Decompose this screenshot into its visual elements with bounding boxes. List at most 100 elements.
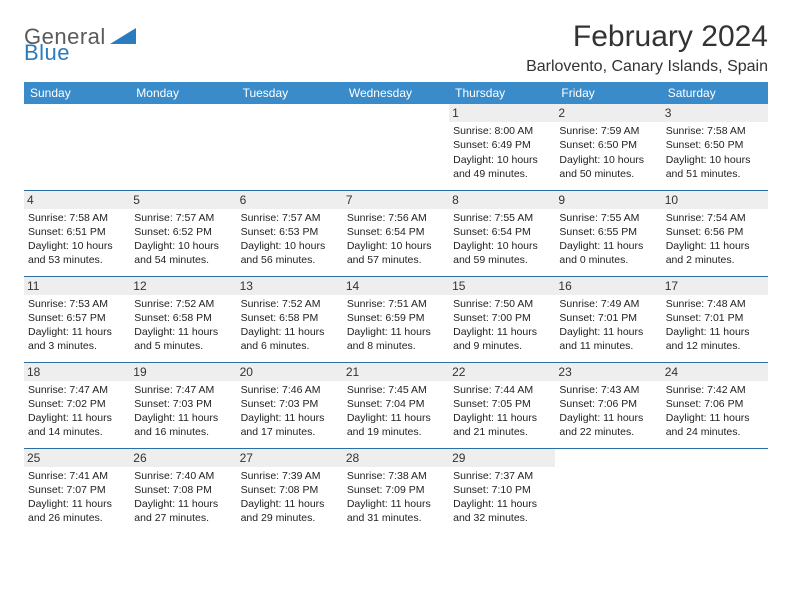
daylight-line: Daylight: 11 hours and 21 minutes. [453, 411, 551, 439]
day-header: Saturday [662, 82, 768, 104]
sunrise-line: Sunrise: 7:45 AM [347, 383, 445, 397]
calendar-day-cell [24, 104, 130, 190]
day-number: 20 [237, 363, 343, 381]
calendar-day-cell: 7Sunrise: 7:56 AMSunset: 6:54 PMDaylight… [343, 190, 449, 276]
daylight-line: Daylight: 10 hours and 51 minutes. [666, 153, 764, 181]
calendar-day-cell: 22Sunrise: 7:44 AMSunset: 7:05 PMDayligh… [449, 362, 555, 448]
sunset-line: Sunset: 7:05 PM [453, 397, 551, 411]
daylight-line: Daylight: 11 hours and 9 minutes. [453, 325, 551, 353]
daylight-line: Daylight: 11 hours and 3 minutes. [28, 325, 126, 353]
daylight-line: Daylight: 10 hours and 53 minutes. [28, 239, 126, 267]
daylight-line: Daylight: 10 hours and 54 minutes. [134, 239, 232, 267]
sunset-line: Sunset: 7:04 PM [347, 397, 445, 411]
sunset-line: Sunset: 6:57 PM [28, 311, 126, 325]
sunrise-line: Sunrise: 7:51 AM [347, 297, 445, 311]
day-number: 13 [237, 277, 343, 295]
daylight-line: Daylight: 11 hours and 5 minutes. [134, 325, 232, 353]
sunrise-line: Sunrise: 7:39 AM [241, 469, 339, 483]
calendar-week-row: 1Sunrise: 8:00 AMSunset: 6:49 PMDaylight… [24, 104, 768, 190]
day-number: 12 [130, 277, 236, 295]
sunset-line: Sunset: 7:06 PM [666, 397, 764, 411]
calendar-day-cell [343, 104, 449, 190]
sunrise-line: Sunrise: 8:00 AM [453, 124, 551, 138]
sunset-line: Sunset: 6:52 PM [134, 225, 232, 239]
day-header: Monday [130, 82, 236, 104]
daylight-line: Daylight: 11 hours and 19 minutes. [347, 411, 445, 439]
calendar-day-cell: 12Sunrise: 7:52 AMSunset: 6:58 PMDayligh… [130, 276, 236, 362]
calendar-day-cell: 16Sunrise: 7:49 AMSunset: 7:01 PMDayligh… [555, 276, 661, 362]
location-text: Barlovento, Canary Islands, Spain [526, 58, 768, 76]
calendar-day-cell: 20Sunrise: 7:46 AMSunset: 7:03 PMDayligh… [237, 362, 343, 448]
day-number: 8 [449, 191, 555, 209]
sunrise-line: Sunrise: 7:53 AM [28, 297, 126, 311]
brand-logo: General Blue [24, 26, 136, 64]
sunrise-line: Sunrise: 7:52 AM [241, 297, 339, 311]
sunrise-line: Sunrise: 7:42 AM [666, 383, 764, 397]
day-header: Sunday [24, 82, 130, 104]
calendar-day-cell: 26 Sunrise: 7:40 AMSunset: 7:08 PMDayligh… [130, 448, 236, 534]
day-number: 28 [343, 449, 449, 467]
calendar-day-cell: 29Sunrise: 7:37 AMSunset: 7:10 PMDayligh… [449, 448, 555, 534]
daylight-line: Daylight: 11 hours and 27 minutes. [134, 497, 232, 525]
sunset-line: Sunset: 6:54 PM [347, 225, 445, 239]
day-number: 10 [662, 191, 768, 209]
day-header: Thursday [449, 82, 555, 104]
calendar-day-cell: 17Sunrise: 7:48 AMSunset: 7:01 PMDayligh… [662, 276, 768, 362]
day-number: 17 [662, 277, 768, 295]
day-number: 16 [555, 277, 661, 295]
calendar-day-cell [130, 104, 236, 190]
day-number: 25 [24, 449, 130, 467]
sunset-line: Sunset: 7:08 PM [134, 483, 232, 497]
daylight-line: Daylight: 10 hours and 56 minutes. [241, 239, 339, 267]
calendar-day-cell: 9Sunrise: 7:55 AMSunset: 6:55 PMDaylight… [555, 190, 661, 276]
daylight-line: Daylight: 10 hours and 49 minutes. [453, 153, 551, 181]
day-header: Tuesday [237, 82, 343, 104]
calendar-day-cell: 23Sunrise: 7:43 AMSunset: 7:06 PMDayligh… [555, 362, 661, 448]
sunrise-line: Sunrise: 7:47 AM [134, 383, 232, 397]
sunrise-line: Sunrise: 7:40 AM [134, 469, 232, 483]
sunset-line: Sunset: 7:00 PM [453, 311, 551, 325]
calendar-day-cell [662, 448, 768, 534]
sunrise-line: Sunrise: 7:48 AM [666, 297, 764, 311]
calendar-day-cell: 11 Sunrise: 7:53 AMSunset: 6:57 PMDayligh… [24, 276, 130, 362]
sunset-line: Sunset: 6:49 PM [453, 138, 551, 152]
sunrise-line: Sunrise: 7:38 AM [347, 469, 445, 483]
day-number: 29 [449, 449, 555, 467]
sunrise-line: Sunrise: 7:59 AM [559, 124, 657, 138]
calendar-day-cell: 27Sunrise: 7:39 AMSunset: 7:08 PMDayligh… [237, 448, 343, 534]
sunset-line: Sunset: 7:06 PM [559, 397, 657, 411]
sunset-line: Sunset: 6:55 PM [559, 225, 657, 239]
calendar-day-cell: 3Sunrise: 7:58 AMSunset: 6:50 PMDaylight… [662, 104, 768, 190]
calendar-day-cell: 2 Sunrise: 7:59 AMSunset: 6:50 PMDaylight… [555, 104, 661, 190]
day-number: 1 [449, 104, 555, 122]
calendar-day-cell: 5Sunrise: 7:57 AMSunset: 6:52 PMDaylight… [130, 190, 236, 276]
day-number: 15 [449, 277, 555, 295]
sunrise-line: Sunrise: 7:43 AM [559, 383, 657, 397]
daylight-line: Daylight: 10 hours and 50 minutes. [559, 153, 657, 181]
calendar-day-cell: 1 Sunrise: 8:00 AMSunset: 6:49 PMDaylight… [449, 104, 555, 190]
day-number: 11 [24, 277, 130, 295]
title-block: February 2024 Barlovento, Canary Islands… [526, 20, 768, 76]
daylight-line: Daylight: 11 hours and 8 minutes. [347, 325, 445, 353]
day-number: 2 [555, 104, 661, 122]
day-header: Wednesday [343, 82, 449, 104]
day-number: 19 [130, 363, 236, 381]
sunset-line: Sunset: 6:51 PM [28, 225, 126, 239]
calendar-week-row: 11Sunrise: 7:53 AMSunset: 6:57 PMDayligh… [24, 276, 768, 362]
daylight-line: Daylight: 11 hours and 31 minutes. [347, 497, 445, 525]
calendar-day-cell: 19Sunrise: 7:47 AMSunset: 7:03 PMDayligh… [130, 362, 236, 448]
daylight-line: Daylight: 11 hours and 24 minutes. [666, 411, 764, 439]
sunset-line: Sunset: 7:09 PM [347, 483, 445, 497]
day-number: 14 [343, 277, 449, 295]
calendar-day-cell: 10Sunrise: 7:54 AMSunset: 6:56 PMDayligh… [662, 190, 768, 276]
calendar-day-cell [555, 448, 661, 534]
day-number: 26 [130, 449, 236, 467]
day-header: Friday [555, 82, 661, 104]
daylight-line: Daylight: 10 hours and 57 minutes. [347, 239, 445, 267]
sunset-line: Sunset: 7:03 PM [134, 397, 232, 411]
sunset-line: Sunset: 6:50 PM [559, 138, 657, 152]
sunset-line: Sunset: 6:56 PM [666, 225, 764, 239]
sunrise-line: Sunrise: 7:56 AM [347, 211, 445, 225]
calendar-table: Sunday Monday Tuesday Wednesday Thursday… [24, 82, 768, 534]
calendar-week-row: 25Sunrise: 7:41 AMSunset: 7:07 PMDayligh… [24, 448, 768, 534]
